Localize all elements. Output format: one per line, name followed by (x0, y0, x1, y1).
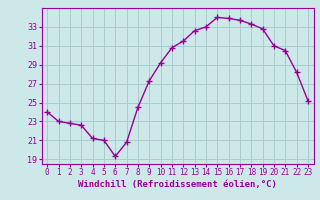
X-axis label: Windchill (Refroidissement éolien,°C): Windchill (Refroidissement éolien,°C) (78, 180, 277, 189)
